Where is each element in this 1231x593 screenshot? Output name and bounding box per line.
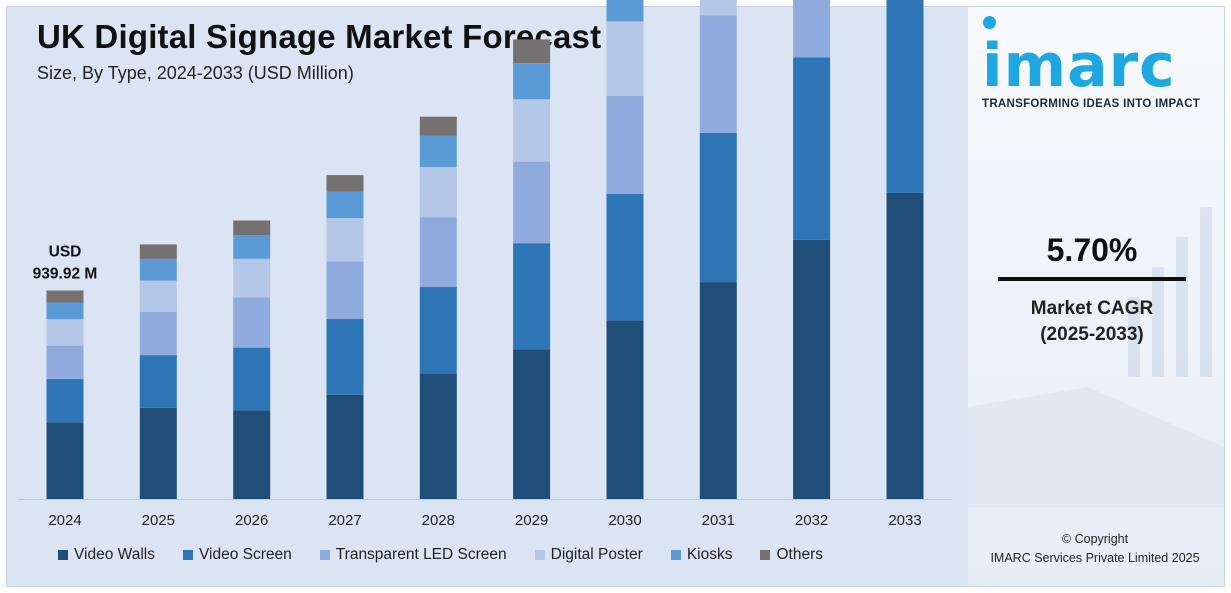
x-tick-label-2028: 2028 [422, 512, 455, 529]
cagr-value: 5.70% [1046, 232, 1138, 268]
legend-label-others: Others [776, 546, 823, 563]
bar-segment-transparent-led-screen-2024 [46, 345, 84, 379]
legend-swatch-others [760, 550, 771, 560]
legend-item-digital-poster: Digital Poster [534, 546, 643, 564]
legend-label-kiosks: Kiosks [686, 546, 733, 563]
bar-segment-transparent-led-screen-2030 [606, 95, 644, 194]
bar-segment-video-screen-2028 [419, 287, 457, 374]
legend-swatch-video-walls [58, 550, 68, 560]
bar-segment-others-2029 [513, 39, 551, 64]
bar-segment-transparent-led-screen-2031 [699, 15, 737, 133]
logo-tagline: TRANSFORMING IDEAS INTO IMPACT [982, 98, 1201, 110]
x-tick-label-2032: 2032 [795, 512, 828, 529]
bar-segment-kiosks-2024 [46, 302, 84, 320]
legend-label-video-screen: Video Screen [198, 546, 292, 563]
chart-legend: Video Walls Video Screen Transparent LED S… [58, 546, 851, 564]
bar-segment-video-walls-2033 [886, 192, 924, 500]
bar-segment-others-2025 [139, 244, 177, 259]
legend-item-others: Others [760, 546, 823, 564]
bar-segment-video-walls-2028 [419, 373, 457, 499]
bar-segment-digital-poster-2030 [606, 21, 644, 96]
bar-segment-video-screen-2029 [513, 243, 551, 350]
bar-segment-kiosks-2025 [139, 258, 177, 281]
bar-segment-digital-poster-2028 [419, 167, 457, 218]
x-tick-label-2027: 2027 [328, 512, 361, 529]
bar-segment-transparent-led-screen-2029 [513, 161, 551, 244]
bar-segment-video-walls-2024 [46, 422, 84, 499]
bar-segment-digital-poster-2027 [326, 218, 364, 262]
x-tick-label-2031: 2031 [702, 512, 735, 529]
bar-segment-digital-poster-2024 [46, 319, 84, 346]
bar-segment-video-walls-2025 [139, 407, 177, 499]
logo-wordmark: imarc [982, 31, 1176, 101]
bar-segment-others-2028 [419, 116, 457, 136]
legend-swatch-kiosks [670, 550, 681, 560]
bar-segment-transparent-led-screen-2026 [233, 297, 271, 348]
bar-segment-transparent-led-screen-2028 [419, 217, 457, 288]
x-tick-label-2025: 2025 [142, 512, 175, 529]
bar-segment-video-screen-2026 [233, 347, 271, 411]
bar-segment-digital-poster-2026 [233, 258, 271, 298]
bar-segment-video-walls-2027 [326, 394, 364, 499]
cagr-label-line1: Market CAGR [1030, 298, 1154, 319]
bar-segment-kiosks-2029 [513, 63, 551, 100]
legend-label-digital-poster: Digital Poster [550, 546, 643, 563]
bar-segment-video-walls-2032 [793, 239, 831, 499]
bar-segment-others-2027 [326, 175, 364, 192]
bar-segment-digital-poster-2029 [513, 99, 551, 162]
bar-segment-video-screen-2032 [793, 57, 831, 240]
total-label-2024-currency: USD [49, 244, 82, 261]
legend-swatch-video-screen [182, 550, 193, 560]
legend-item-video-walls: Video Walls [58, 546, 155, 564]
total-label-2024-value: 939.92 M [33, 266, 98, 283]
bar-segment-transparent-led-screen-2027 [326, 261, 364, 319]
bar-segment-video-walls-2029 [513, 349, 551, 499]
copyright: © Copyright IMARC Services Private Limit… [968, 530, 1222, 569]
legend-item-video-screen: Video Screen [182, 546, 292, 564]
legend-swatch-digital-poster [534, 550, 545, 560]
bar-segment-video-screen-2024 [46, 379, 84, 423]
logo-dot [983, 16, 996, 29]
bar-segment-kiosks-2030 [606, 0, 644, 22]
bar-segment-transparent-led-screen-2025 [139, 311, 177, 356]
bar-graphic-decoration [1128, 207, 1212, 377]
copyright-line2: IMARC Services Private Limited 2025 [990, 551, 1200, 566]
bar-segment-others-2026 [233, 220, 271, 235]
sidebar-panel [968, 7, 1224, 586]
chart-title: UK Digital Signage Market Forecast [37, 18, 602, 55]
x-tick-label-2029: 2029 [515, 512, 548, 529]
chart-subtitle: Size, By Type, 2024-2033 (USD Million) [37, 63, 354, 83]
bar-segment-video-walls-2030 [606, 320, 644, 499]
bar-segment-video-screen-2030 [606, 194, 644, 321]
cagr-label: Market CAGR (2025-2033) [998, 296, 1186, 347]
bar-segment-others-2024 [46, 290, 84, 303]
bar-segment-digital-poster-2031 [699, 0, 737, 16]
x-tick-label-2024: 2024 [48, 512, 81, 529]
cagr-divider [998, 277, 1186, 281]
cagr-label-line2: (2025-2033) [1040, 323, 1144, 345]
bar-segment-transparent-led-screen-2032 [793, 0, 831, 58]
legend-label-transparent-led-screen: Transparent LED Screen [335, 546, 507, 563]
bar-segment-video-screen-2031 [699, 132, 737, 282]
x-tick-label-2030: 2030 [608, 512, 641, 529]
legend-item-transparent-led-screen: Transparent LED Screen [319, 546, 507, 564]
bar-segment-video-screen-2027 [326, 319, 364, 395]
bar-segment-kiosks-2028 [419, 135, 457, 168]
x-tick-label-2033: 2033 [888, 512, 921, 529]
legend-label-video-walls: Video Walls [74, 546, 155, 563]
bar-segment-video-screen-2033 [886, 0, 924, 193]
legend-item-kiosks: Kiosks [670, 546, 733, 564]
bar-segment-video-screen-2025 [139, 355, 177, 408]
bar-segment-video-walls-2031 [699, 282, 737, 499]
bar-segment-digital-poster-2025 [139, 280, 177, 312]
imarc-logo: imarc [982, 14, 1212, 114]
paper-graphic-decoration [968, 387, 1224, 507]
stacked-bar-chart: 2024 2025 2026 2027 2028 2029 2030 2031 2032 2033… [18, 0, 952, 529]
bar-segment-video-walls-2026 [233, 410, 271, 499]
x-tick-label-2026: 2026 [235, 512, 268, 529]
copyright-line1: © Copyright [1061, 532, 1129, 546]
legend-swatch-transparent-led-screen [319, 550, 330, 560]
bar-segment-kiosks-2026 [233, 234, 271, 259]
bar-segment-kiosks-2027 [326, 191, 364, 219]
